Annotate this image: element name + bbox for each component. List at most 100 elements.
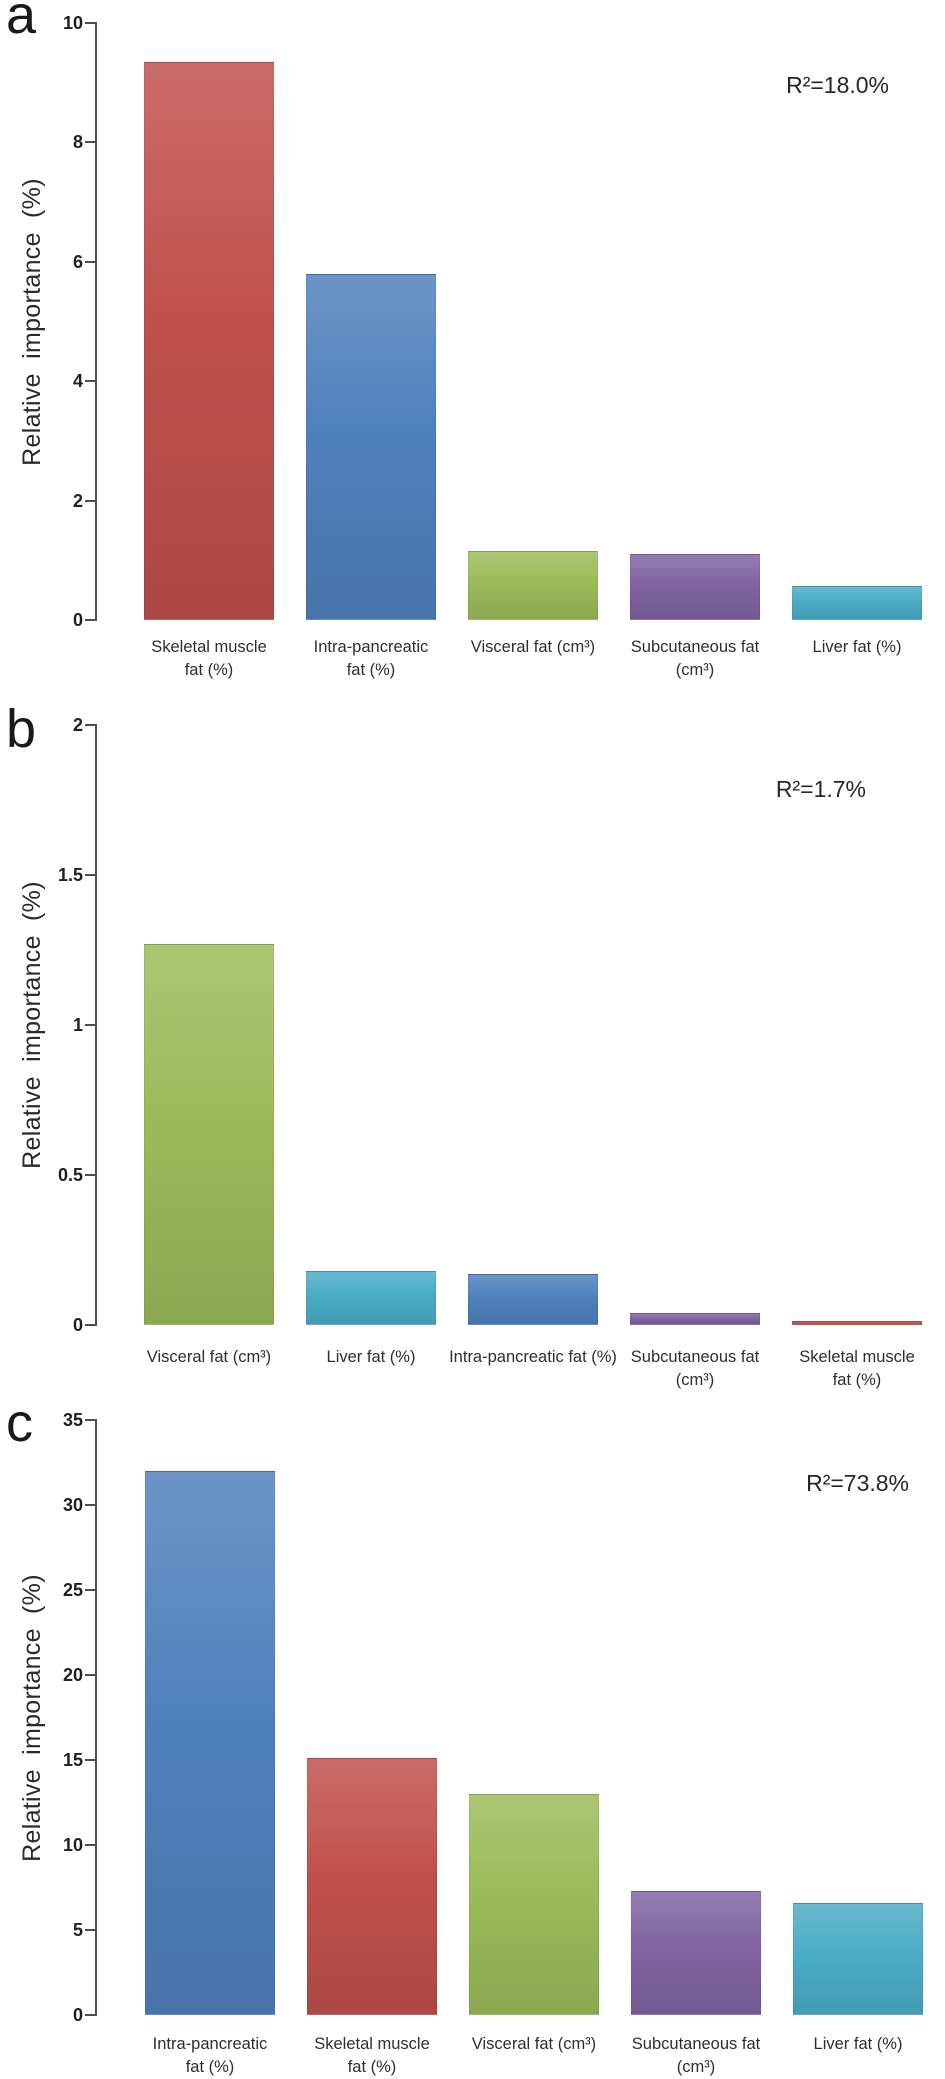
panel-a-letter: a	[6, 0, 37, 45]
panel-c-y-axis	[95, 1419, 97, 2016]
panel-c-y-tick-label: 0	[72, 2005, 83, 2025]
category-label-line: Subcutaneous fat	[630, 1348, 760, 1366]
panel-b-category-label-intra-pancreatic-fat: Intra-pancreatic fat (%)	[445, 1346, 621, 1369]
category-label-line: Subcutaneous fat	[631, 2035, 761, 2053]
category-label-line: (cm³)	[675, 1371, 715, 1389]
panel-a-category-label-intra-pancreatic-fat: Intra-pancreatic fat (%)	[283, 636, 459, 682]
panel-a-bar-subcutaneous-fat-cm	[630, 554, 760, 620]
panel-b-category-label-skeletal-muscle-fat: Skeletal muscle fat (%)	[769, 1346, 945, 1392]
panel-a-y-tick-label: 0	[72, 610, 83, 630]
panel-a-y-tick-label: 4	[72, 371, 83, 392]
panel-a-bar-liver-fat	[792, 585, 922, 620]
category-label-line: (cm³)	[675, 661, 715, 679]
panel-a-r-squared-annotation: R²=18.0%	[786, 72, 889, 98]
panel-a-y-tick-label: 10	[62, 13, 83, 33]
panel-c-y-tick	[85, 1759, 95, 1761]
panel-a-category-label-visceral-fat-cm: Visceral fat (cm³)	[445, 636, 621, 659]
panel-a-y-tick-label: 8	[72, 132, 83, 153]
panel-a-category-label-liver-fat: Liver fat (%)	[769, 636, 945, 659]
panel-b-y-tick-label: 1	[72, 1015, 83, 1035]
panel-b-bar-skeletal-muscle-fat	[792, 1320, 922, 1325]
panel-c-category-label-intra-pancreatic-fat: Intra-pancreatic fat (%)	[122, 2033, 298, 2079]
panel-a-y-axis	[95, 22, 97, 621]
category-label-line: (cm³)	[676, 2058, 716, 2076]
panel-a-bar-skeletal-muscle-fat	[144, 61, 274, 620]
panel-c-letter: c	[6, 1393, 33, 1453]
panel-b-y-tick	[85, 874, 95, 876]
panel-a-y-tick	[85, 141, 95, 144]
panel-b-y-tick-label: 2	[72, 715, 83, 735]
panel-a-y-axis-title: Relative importance (%)	[18, 178, 46, 466]
panel-c-category-label-liver-fat: Liver fat (%)	[770, 2033, 945, 2056]
panel-b-y-tick-label: 0.5	[57, 1165, 83, 1185]
category-label-line: fat (%)	[185, 2058, 235, 2076]
category-label-line: Visceral fat (cm³)	[146, 1348, 272, 1366]
panel-b-bar-intra-pancreatic-fat	[468, 1274, 598, 1325]
panel-c-bar-intra-pancreatic-fat	[145, 1471, 275, 2015]
panel-c-y-tick	[85, 1674, 95, 1676]
panel-c-y-tick	[85, 1844, 95, 1846]
panel-b-category-label-liver-fat: Liver fat (%)	[283, 1346, 459, 1369]
panel-c-y-tick-label: 20	[62, 1665, 83, 1685]
panel-c-y-tick-label: 10	[62, 1835, 83, 1855]
panel-c-y-tick	[85, 1929, 95, 1931]
category-label-line: fat (%)	[832, 1371, 882, 1389]
panel-a-bar-visceral-fat-cm	[468, 551, 598, 620]
panel-b-r-squared-annotation: R²=1.7%	[775, 776, 866, 802]
panel-a-y-tick	[85, 499, 95, 502]
panel-c-category-label-skeletal-muscle-fat: Skeletal muscle fat (%)	[284, 2033, 460, 2079]
panel-c-r-squared-annotation: R²=73.8%	[806, 1470, 909, 1496]
category-label-line: Intra-pancreatic	[152, 2035, 268, 2053]
category-label-line: Skeletal muscle	[314, 2035, 430, 2053]
category-label-line: Liver fat (%)	[812, 638, 902, 656]
category-label-line: fat (%)	[346, 661, 396, 679]
category-label-line: Liver fat (%)	[326, 1348, 416, 1366]
category-label-line: Liver fat (%)	[813, 2035, 903, 2053]
category-label-line: Intra-pancreatic fat (%)	[449, 1348, 617, 1366]
panel-b-y-tick	[85, 1174, 95, 1176]
panel-b-y-axis	[95, 724, 97, 1326]
panel-a-y-tick	[85, 260, 95, 263]
panel-c-y-tick-label: 5	[72, 1920, 83, 1940]
panel-c-bar-visceral-fat-cm	[469, 1794, 599, 2015]
panel-b-y-tick-label: 0	[72, 1315, 83, 1335]
panel-c-bar-skeletal-muscle-fat	[307, 1758, 437, 2015]
panel-c-y-tick-label: 25	[62, 1580, 83, 1600]
panel-c-category-label-visceral-fat-cm: Visceral fat (cm³)	[446, 2033, 622, 2056]
panel-c-y-tick-label: 15	[62, 1750, 83, 1770]
panel-b-y-tick-label: 1.5	[57, 865, 83, 885]
category-label-line: fat (%)	[184, 661, 234, 679]
category-label-line: Intra-pancreatic	[313, 638, 429, 656]
panel-b-bar-visceral-fat-cm	[144, 944, 274, 1325]
panel-a-category-label-skeletal-muscle-fat: Skeletal muscle fat (%)	[121, 636, 297, 682]
panel-b-category-label-subcutaneous-fat-cm: Subcutaneous fat (cm³)	[607, 1346, 783, 1392]
panel-a-y-tick	[85, 380, 95, 383]
category-label-line: fat (%)	[347, 2058, 397, 2076]
panel-c-y-tick-label: 35	[62, 1410, 83, 1430]
panel-c-category-label-subcutaneous-fat-cm: Subcutaneous fat (cm³)	[608, 2033, 784, 2079]
category-label-line: Skeletal muscle	[799, 1348, 915, 1366]
panel-c-y-tick	[85, 1589, 95, 1591]
panel-a-category-label-subcutaneous-fat-cm: Subcutaneous fat (cm³)	[607, 636, 783, 682]
panel-b-bar-subcutaneous-fat-cm	[630, 1313, 760, 1325]
category-label-line: Visceral fat (cm³)	[470, 638, 596, 656]
panel-b-bar-liver-fat	[306, 1271, 436, 1325]
panel-c-y-tick-label: 30	[62, 1495, 83, 1515]
category-label-line: Subcutaneous fat	[630, 638, 760, 656]
panel-c-bar-subcutaneous-fat-cm	[631, 1890, 761, 2015]
panel-a-y-tick-label: 2	[72, 490, 83, 511]
panel-c-y-tick	[85, 1504, 95, 1506]
panel-b-y-tick	[85, 1324, 95, 1326]
panel-b-category-label-visceral-fat-cm: Visceral fat (cm³)	[121, 1346, 297, 1369]
panel-a-y-tick	[85, 619, 95, 621]
panel-c-bar-liver-fat	[793, 1902, 923, 2015]
panel-a-y-tick-label: 6	[72, 251, 83, 272]
panel-a-bar-intra-pancreatic-fat	[306, 273, 436, 620]
panel-b-y-tick	[85, 724, 95, 726]
panel-b-letter: b	[6, 699, 37, 759]
panel-c-y-tick	[85, 1419, 95, 1421]
panel-b-y-tick	[85, 1024, 95, 1026]
panel-a-y-tick	[85, 22, 95, 24]
category-label-line: Skeletal muscle	[151, 638, 267, 656]
